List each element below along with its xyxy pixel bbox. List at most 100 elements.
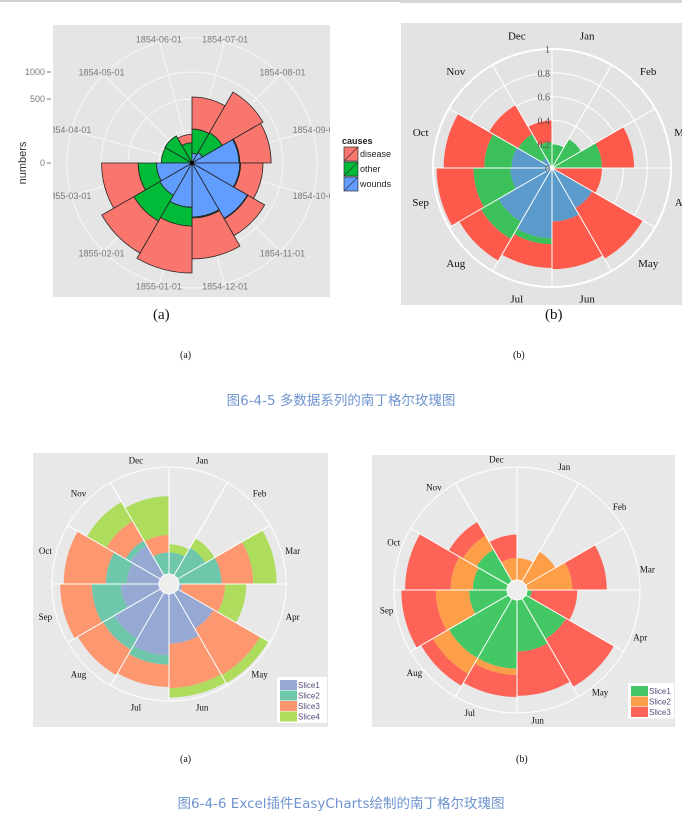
category-label: Aug (71, 670, 87, 680)
rose-sector-series-3-Jul (502, 233, 552, 268)
rose-sector-series-3-Sep (436, 168, 484, 226)
category-label: Feb (253, 488, 267, 498)
rose-sector-series-1-Sep (510, 168, 552, 189)
sector-separator (516, 589, 624, 652)
category-label: Feb (613, 502, 627, 512)
rose-sector-Slice2-Nov (462, 535, 494, 567)
category-label: Jun (580, 293, 596, 305)
category-label: Nov (71, 488, 87, 498)
sector-separator (168, 583, 271, 643)
category-label: 1854-07-01 (202, 34, 248, 44)
legend-label-disease: disease (360, 149, 391, 159)
legend-label-Slice2: Slice2 (298, 692, 320, 701)
category-label: Aug (446, 258, 465, 270)
category-label: Apr (286, 612, 300, 622)
rose-sector-Slice3-Apr (529, 590, 578, 621)
category-label: 1854-04-01 (45, 125, 91, 135)
category-label: Sep (39, 612, 53, 622)
sector-separator (110, 583, 170, 686)
rose-sector-series-1-Nov (541, 157, 552, 168)
rose-chart-4: Jan Feb Mar Apr May Jun Jul Aug Sep Oct Nov Dec Slic… (372, 455, 675, 727)
rose-sector-Slice2-Sep (435, 590, 476, 631)
legend-label-Slice1: Slice1 (298, 681, 320, 690)
legend-key-slash (343, 146, 359, 162)
rose-sector-Slice1-Jun (169, 584, 199, 644)
category-label: 1854-09-01 (293, 125, 339, 135)
legend-label-Slice3: Slice3 (298, 702, 320, 711)
radial-tick-label: 1 (545, 45, 550, 56)
category-label: Mar (285, 546, 300, 556)
legend-label-Slice4: Slice4 (298, 713, 320, 722)
rose-sector-series-3-Aug (459, 209, 511, 261)
rose-sector-Slice3-Nov (106, 521, 144, 559)
rose-sector-series-1-May (552, 168, 593, 209)
category-label: Apr (633, 632, 647, 642)
legend-title: causes (342, 136, 373, 146)
legend-label-Slice1: Slice1 (649, 687, 671, 696)
rose-sector-Slice3-Jun (517, 643, 570, 696)
sector-separator (551, 167, 656, 228)
rose-sector-Slice1-Oct (472, 567, 517, 590)
rose-sector-Slice1-Aug (448, 590, 517, 659)
category-label: Apr (675, 197, 682, 209)
rose-sector-Slice4-May (221, 636, 269, 684)
plot-area: Jan Feb Mar Apr May Jun Jul Aug Sep Oct Nov Dec (380, 455, 655, 725)
category-label: 1855-03-01 (45, 191, 91, 201)
category-label: Oct (39, 546, 52, 556)
category-label: Nov (426, 482, 442, 492)
radial-tick-label: 0 (545, 164, 550, 175)
rose-sector-Slice1-Sep (121, 584, 169, 608)
rose-sector-Slice1-May (169, 584, 214, 629)
category-label: Jun (531, 715, 544, 725)
rose-sector-disease-1855-02-01 (101, 195, 160, 254)
plot-area: Jan Feb Mar Apr May Jun Jul Aug Sep Oct Nov Dec (39, 455, 301, 712)
rose-sector-Slice2-Feb (517, 551, 556, 590)
rose-sector-Slice2-Nov (125, 540, 147, 562)
y-tick-label: 500 (30, 94, 45, 104)
legend-swatch-Slice2 (280, 690, 297, 701)
category-label: Jul (510, 293, 523, 305)
rose-sector-series-2-Mar (552, 143, 602, 168)
rose-sector-Slice1-Jul (477, 590, 517, 669)
category-label: Jul (131, 703, 142, 713)
rose-sector-other-1854-05-01 (164, 135, 194, 165)
legend-label-Slice2: Slice2 (649, 698, 671, 707)
rose-sector-disease-1855-03-01 (101, 162, 146, 209)
rose-sector-series-3-May (575, 191, 643, 259)
category-label: Oct (413, 127, 429, 139)
sector-separator (448, 108, 553, 169)
rose-sector-Slice3-Sep (401, 590, 447, 648)
category-label: 1854-05-01 (78, 67, 124, 77)
rose-sector-Slice1-Nov (476, 549, 517, 590)
sector-separator (410, 589, 518, 652)
sector-separator (492, 64, 553, 169)
radial-tick-label: 0.2 (538, 140, 551, 151)
y-tick-label: 0 (40, 158, 45, 168)
category-label: May (251, 670, 268, 680)
plot-area: 1854-04-01 1854-05-01 1854-06-01 1854-07-01… (45, 34, 339, 291)
sector-separator (110, 482, 170, 585)
fig-6-4-6-sub-a: (a) (180, 754, 192, 765)
category-label: May (592, 688, 609, 698)
legend-label-Slice3: Slice3 (649, 708, 671, 717)
rose-sector-Slice3-Aug (421, 638, 469, 686)
category-label: Mar (640, 564, 655, 574)
rose-sector-Slice3-Aug (77, 622, 131, 676)
rose-sector-Slice3-Oct (405, 534, 460, 590)
rose-sector-Slice2-Mar (169, 557, 222, 584)
sector-separator (455, 483, 518, 591)
rose-sector-Slice3-Jul (463, 663, 517, 698)
rose-chart-3: Jan Feb Mar Apr May Jun Jul Aug Sep Oct Nov Dec Slic… (33, 453, 328, 727)
rose-sector-Slice3-Apr (180, 584, 226, 613)
rose-sector-Slice3-Nov (448, 521, 486, 559)
rose-sector-series-3-Apr (552, 168, 602, 193)
fig-6-4-5-panel-b-label: (b) (545, 307, 563, 323)
rose-sector-disease-1855-01-01 (136, 217, 193, 274)
category-label: Jul (464, 708, 475, 718)
rose-sector-Slice3-Jul (117, 653, 169, 687)
rose-sector-Slice1-Aug (114, 584, 169, 639)
category-label: Jan (558, 462, 570, 472)
rose-sector-Slice4-Dec (125, 496, 169, 542)
category-label: Feb (640, 66, 657, 78)
category-label: Jan (196, 455, 208, 465)
